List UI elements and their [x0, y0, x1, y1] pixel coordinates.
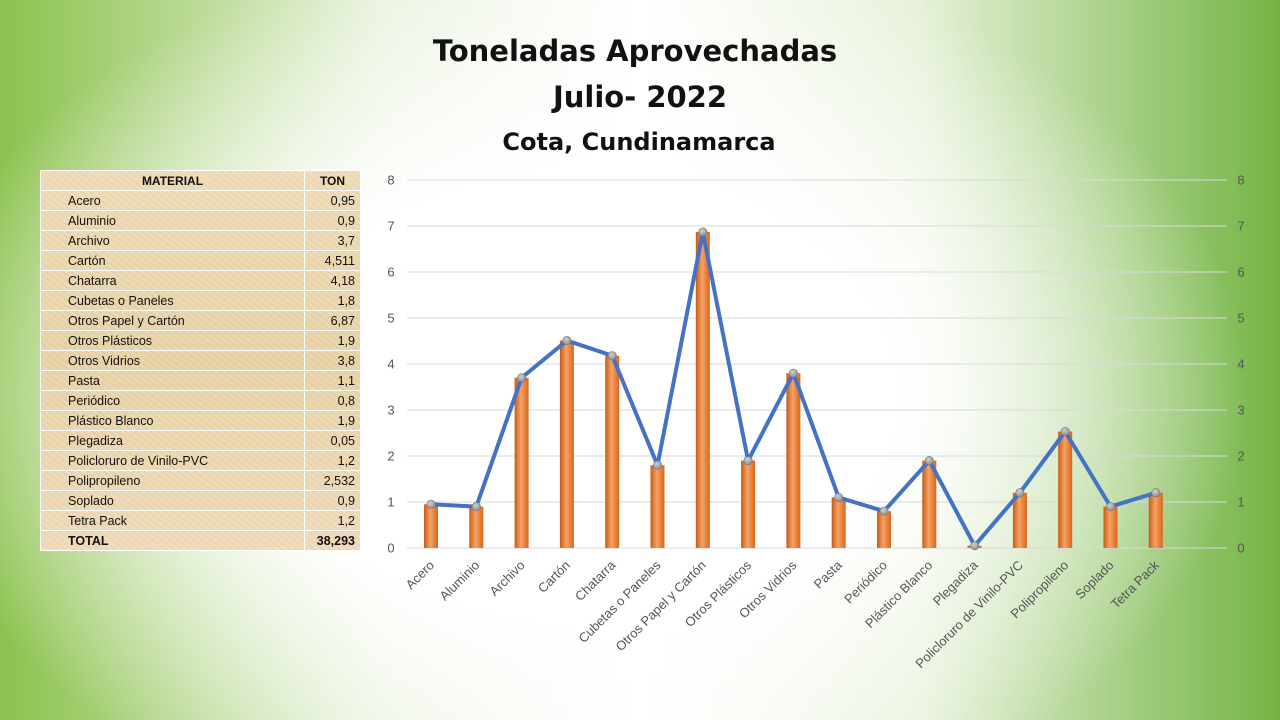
chart-title: Toneladas Aprovechadas: [432, 34, 838, 68]
bar: [877, 511, 891, 548]
table-row: Cartón 4,511: [40, 250, 361, 271]
total-label: TOTAL: [40, 530, 305, 551]
category-label: Cubetas o Paneles: [575, 557, 664, 646]
y2-tick-label: 4: [1237, 357, 1244, 372]
y2-tick-label: 6: [1237, 265, 1244, 280]
y-tick-label: 8: [387, 173, 394, 188]
bar: [605, 355, 620, 548]
category-label: Soplado: [1072, 558, 1116, 602]
y2-tick-label: 7: [1237, 219, 1244, 234]
line-point: [1015, 488, 1025, 498]
y-tick-label: 5: [387, 311, 394, 326]
category-label: Archivo: [486, 558, 527, 599]
line-point: [426, 499, 436, 509]
material-ton: 0,9: [304, 210, 361, 231]
table-body: Acero 0,95 Aluminio 0,9 Archivo 3,7 Cartón 4,51…: [40, 190, 361, 551]
line-point: [517, 373, 527, 383]
bar: [786, 373, 801, 548]
table-row: Otros Vidrios 3,8: [40, 350, 361, 371]
y-tick-label: 0: [387, 541, 394, 556]
material-ton: 3,7: [304, 230, 361, 251]
material-name: Tetra Pack: [40, 510, 305, 531]
bar: [1148, 492, 1163, 548]
line-point: [562, 335, 572, 345]
line-point: [1106, 502, 1116, 512]
y2-tick-label: 1: [1237, 495, 1244, 510]
bar: [741, 460, 756, 548]
bar: [1103, 506, 1118, 548]
category-label: Tetra Pack: [1108, 557, 1162, 611]
category-label: Cartón: [535, 558, 573, 596]
y2-tick-label: 3: [1237, 403, 1244, 418]
chart-subtitle: Julio- 2022: [552, 80, 728, 114]
line-point: [471, 502, 481, 512]
table-row: Tetra Pack 1,2: [40, 510, 361, 531]
y2-tick-label: 0: [1237, 541, 1244, 556]
y-tick-label: 7: [387, 219, 394, 234]
line-point: [652, 460, 662, 470]
materials-table: MATERIAL TON Acero 0,95 Aluminio 0,9 Archivo…: [40, 170, 361, 551]
y2-tick-label: 5: [1237, 311, 1244, 326]
table-row: Otros Papel y Cartón 6,87: [40, 310, 361, 331]
line-point: [970, 541, 980, 551]
bar: [922, 460, 937, 548]
bar: [831, 497, 846, 548]
table-row: Aluminio 0,9: [40, 210, 361, 231]
bar: [1058, 431, 1073, 548]
bar: [514, 377, 529, 548]
y2-tick-label: 8: [1237, 173, 1244, 188]
bar: [424, 504, 438, 548]
chart-location: Cota, Cundinamarca: [502, 128, 776, 156]
material-ton: 0,05: [304, 430, 361, 451]
bar: [695, 231, 710, 549]
y-tick-label: 3: [387, 403, 394, 418]
table-total-row: TOTAL 38,293: [40, 530, 361, 551]
material-name: Periódico: [40, 390, 305, 411]
line-point: [698, 227, 708, 237]
y-tick-label: 2: [387, 449, 394, 464]
material-name: Otros Vidrios: [40, 350, 305, 371]
material-name: Cartón: [40, 250, 305, 271]
bar: [559, 340, 574, 548]
y-tick-label: 6: [387, 265, 394, 280]
line-point: [1060, 427, 1070, 437]
y-tick-label: 1: [387, 495, 394, 510]
line-point: [924, 456, 934, 466]
line-point: [607, 351, 617, 361]
line-point: [743, 456, 753, 466]
category-label: Acero: [402, 558, 437, 593]
category-label: Aluminio: [437, 558, 483, 604]
material-ton: 1,8: [304, 290, 361, 311]
line-point: [1151, 488, 1161, 498]
table-row: Acero 0,95: [40, 190, 361, 211]
y-tick-label: 4: [387, 357, 394, 372]
material-ton: 1,2: [304, 450, 361, 471]
line-point: [834, 492, 844, 502]
line-point: [788, 368, 798, 378]
table-row: Plegadiza 0,05: [40, 430, 361, 451]
material-ton: 4,511: [304, 250, 361, 271]
bar: [1012, 492, 1027, 548]
bar: [650, 465, 665, 548]
category-label: Chatarra: [572, 557, 619, 604]
total-value: 38,293: [304, 530, 361, 551]
bar: [469, 506, 484, 548]
category-label: Pasta: [811, 557, 846, 592]
table-row: Periódico 0,8: [40, 390, 361, 411]
table-row: Cubetas o Paneles 1,8: [40, 290, 361, 311]
y2-tick-label: 2: [1237, 449, 1244, 464]
line-point: [879, 506, 889, 516]
